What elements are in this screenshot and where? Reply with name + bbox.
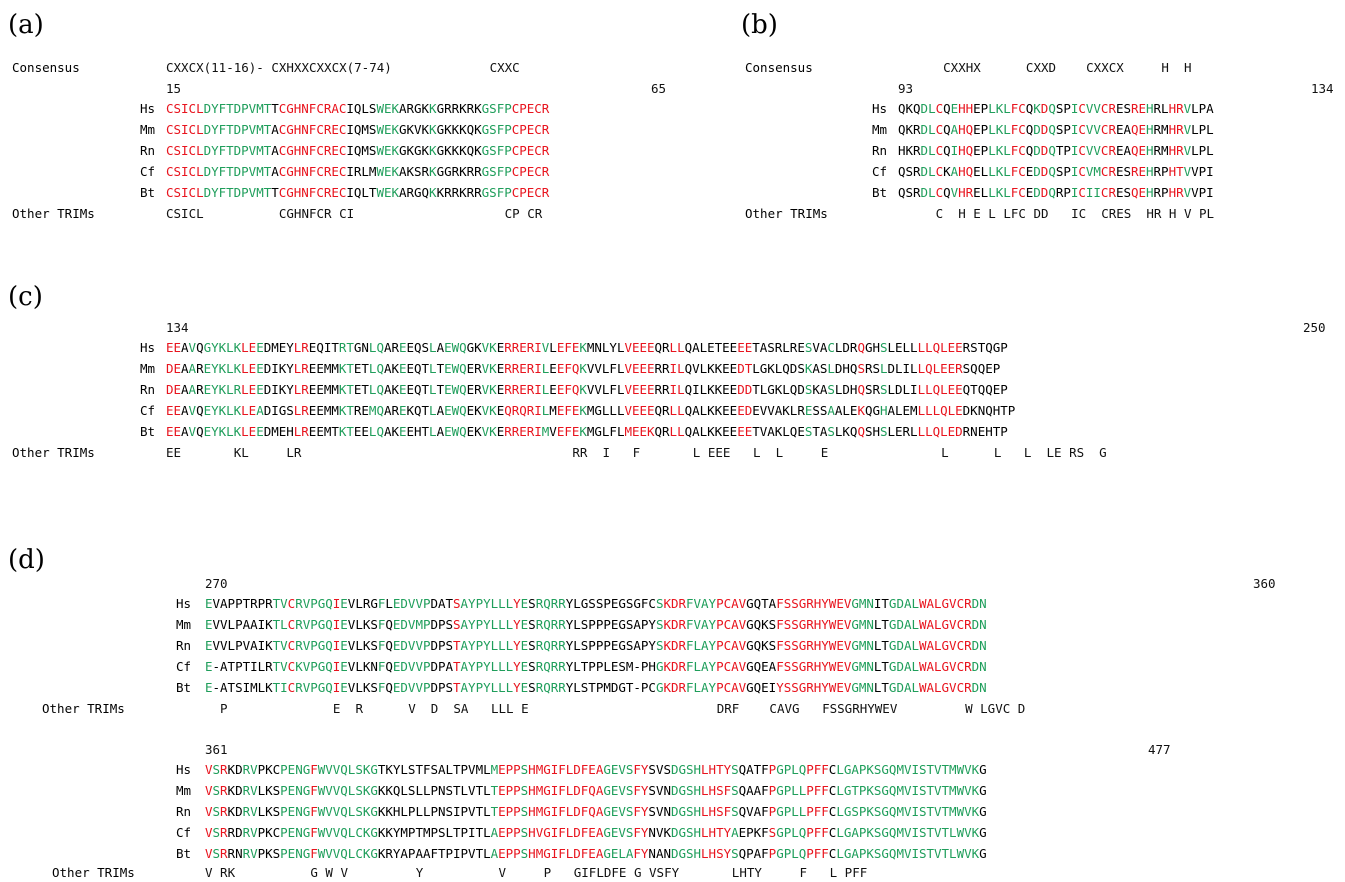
species-label: Mm	[140, 361, 156, 376]
sequence-row: CSICLDYFTDPVMTACGHNFCRECIRLMWEKAKSRKGGRK…	[166, 164, 550, 179]
sequence-row: EEAVQGYKLKLEEDMEYLREQITRTGNLQAREEQSLAEWQ…	[166, 340, 1008, 355]
other-trims-label: Other TRIMs	[12, 206, 95, 221]
sequence-row: EVAPPTRPRTVCRVPGQIEVLRGFLEDVVPDATSAYPYLL…	[205, 596, 987, 611]
sequence-row: QSRDLCQVHRELLKLFCEDDQRPICIICRESQEHRPHRVV…	[898, 185, 1214, 200]
sequence-row: QKRDLCQAHQEPLKLFCQDDQSPICVVCREAQEHRMHRVL…	[898, 122, 1214, 137]
sequence-row: DEAAREYKLKLEEDIKYLREEMMKTETLQAKEEQTLTEWQ…	[166, 361, 1001, 376]
species-label: Hs	[140, 340, 156, 355]
sequence-row: E-ATPTILRTVCKVPGQIEVLKNFQEDVVPDPATAYPYLL…	[205, 659, 987, 674]
sequence-row: CSICLDYFTDPVMTTCGHNFCRECIQLTWEKARGQKKRRK…	[166, 185, 550, 200]
species-label: Hs	[176, 762, 192, 777]
species-label: Rn	[140, 143, 156, 158]
consensus-label-a: Consensus	[12, 60, 80, 75]
panel-letter-d: (d)	[8, 545, 45, 575]
end-num-b: 134	[1311, 81, 1334, 96]
species-label: Mm	[176, 617, 192, 632]
sequence-row: VSRKDRVLKSPENGFWVVQLSKGKKQLSLLPNSTLVTLTE…	[205, 783, 987, 798]
start-num-a: 15	[166, 81, 182, 96]
start-num-d2: 361	[205, 742, 228, 757]
panel-letter-a: (a)	[8, 10, 44, 40]
sequence-row: EEAVQEYKLKLEADIGSLREEMMKTREMQAREKQTLAEWQ…	[166, 403, 1016, 418]
start-num-c: 134	[166, 320, 189, 335]
species-label: Cf	[872, 164, 888, 179]
panel-letter-c: (c)	[8, 282, 43, 312]
sequence-row: CSICLDYFTDPVMTTCGHNFCRACIQLSWEKARGKKGRRK…	[166, 101, 550, 116]
species-label: Hs	[176, 596, 192, 611]
end-num-a: 65	[651, 81, 667, 96]
species-label: Cf	[140, 164, 156, 179]
sequence-row: CSICLDYFTDPVMTACGHNFCRECIQMSWEKGKVKKGKKK…	[166, 122, 550, 137]
sequence-row: VSRRNRVPKSPENGFWVVQLCKGKRYAPAAFTPIPVTLAE…	[205, 846, 987, 861]
species-label: Rn	[140, 382, 156, 397]
species-label: Bt	[140, 424, 156, 439]
species-label: Rn	[176, 804, 192, 819]
sequence-row: QKQDLCQEHHEPLKLFCQKDQSPICVVCRESREHRLHRVL…	[898, 101, 1214, 116]
species-label: Cf	[140, 403, 156, 418]
sequence-row: EEAVQEYKLKLEEDMEHLREEMTKTEELQAKEEHTLAEWQ…	[166, 424, 1008, 439]
other-trims-sequence: P E R V D SA LLL E DRF CAVG FSSGRHYWEV W…	[205, 701, 1026, 716]
other-trims-label: Other TRIMs	[52, 865, 135, 880]
other-trims-label: Other TRIMs	[42, 701, 125, 716]
start-num-d: 270	[205, 576, 228, 591]
consensus-b: CXXHX CXXD CXXCX H H	[898, 60, 1192, 75]
species-label: Hs	[140, 101, 156, 116]
sequence-row: VSRRDRVPKCPENGFWVVQLCKGKKYMPTMPSLTPITLAE…	[205, 825, 987, 840]
end-num-d: 360	[1253, 576, 1276, 591]
other-trims-label: Other TRIMs	[745, 206, 828, 221]
sequence-row: HKRDLCQIHQEPLKLFCQDDQTPICVVCREAQEHRMHRVL…	[898, 143, 1214, 158]
species-label: Mm	[140, 122, 156, 137]
end-num-c: 250	[1303, 320, 1326, 335]
sequence-row: E-ATSIMLKTICRVPGQIEVLKSFQEDVVPDPSTAYPYLL…	[205, 680, 987, 695]
species-label: Cf	[176, 659, 192, 674]
start-num-b: 93	[898, 81, 914, 96]
species-label: Rn	[176, 638, 192, 653]
sequence-row: DEAAREYKLRLEEDIKYLREEMMKTETLQAKEEQTLTEWQ…	[166, 382, 1008, 397]
other-trims-sequence: V RK G W V Y V P GIFLDFE G VSFY LHTY F L…	[205, 865, 868, 880]
consensus-a: CXXCX(11-16)- CXHXXCXXCX(7-74) CXXC	[166, 60, 520, 75]
species-label: Cf	[176, 825, 192, 840]
other-trims-label: Other TRIMs	[12, 445, 95, 460]
panel-letter-b: (b)	[741, 10, 778, 40]
species-label: Bt	[140, 185, 156, 200]
sequence-row: CSICLDYFTDPVMTACGHNFCRECIQMSWEKGKGKKGKKK…	[166, 143, 550, 158]
species-label: Mm	[872, 122, 888, 137]
species-label: Bt	[872, 185, 888, 200]
consensus-label-b: Consensus	[745, 60, 813, 75]
sequence-row: EVVLPAAIKTLCRVPGQIEVLKSFQEDVMPDPSSAYPYLL…	[205, 617, 987, 632]
sequence-row: VSRKDRVPKCPENGFWVVQLSKGTKYLSTFSALTPVMLME…	[205, 762, 987, 777]
species-label: Rn	[872, 143, 888, 158]
other-trims-sequence: CSICL CGHNFCR CI CP CR	[166, 206, 543, 221]
species-label: Hs	[872, 101, 888, 116]
sequence-row: VSRKDRVLKSPENGFWVVQLSKGKKHLPLLPNSIPVTLTE…	[205, 804, 987, 819]
species-label: Mm	[176, 783, 192, 798]
other-trims-sequence: EE KL LR RR I F L EEE L L E L L L LE RS …	[166, 445, 1107, 460]
end-num-d2: 477	[1148, 742, 1171, 757]
sequence-row: EVVLPVAIKTVCRVPGQIEVLKSFQEDVVPDPSTAYPYLL…	[205, 638, 987, 653]
species-label: Bt	[176, 680, 192, 695]
other-trims-sequence: C H E L LFC DD IC CRES HR H V PL	[898, 206, 1215, 221]
sequence-row: QSRDLCKAHQELLKLFCEDDQSPICVMCRESREHRPHTVV…	[898, 164, 1214, 179]
species-label: Bt	[176, 846, 192, 861]
